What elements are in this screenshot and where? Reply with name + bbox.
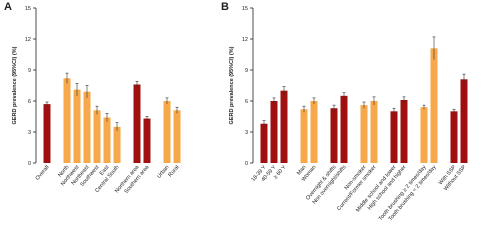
bar xyxy=(63,78,71,163)
bar xyxy=(390,111,398,163)
bar xyxy=(83,91,91,163)
y-tick-label: 9 xyxy=(28,68,31,74)
bar xyxy=(260,123,268,163)
bar xyxy=(370,101,378,163)
x-tick-label: Rural xyxy=(167,164,180,178)
y-tick-label: 3 xyxy=(245,130,248,136)
bar xyxy=(163,101,171,163)
y-tick-label: 6 xyxy=(245,99,248,105)
y-tick-label: 15 xyxy=(242,6,248,12)
bar xyxy=(43,104,51,163)
bar xyxy=(330,108,338,163)
bar xyxy=(103,117,111,163)
y-tick-label: 9 xyxy=(245,68,248,74)
bar xyxy=(113,126,121,163)
panel-label: B xyxy=(221,1,229,13)
x-tick-label: Overall xyxy=(35,164,51,181)
y-tick-label: 6 xyxy=(28,99,31,105)
x-tick-label: East xyxy=(99,164,111,177)
bar xyxy=(73,89,81,163)
y-tick-label: 12 xyxy=(242,37,248,43)
bar xyxy=(420,107,428,163)
y-tick-label: 3 xyxy=(28,130,31,136)
bar xyxy=(270,101,278,163)
y-axis-label: GERD prevalence (95%CI) (%) xyxy=(229,46,235,124)
bar xyxy=(450,111,458,163)
bar xyxy=(93,110,101,163)
panel-label: A xyxy=(4,1,12,13)
x-tick-label: Man xyxy=(296,164,307,176)
y-tick-label: 0 xyxy=(28,161,31,167)
y-tick-label: 0 xyxy=(245,161,248,167)
bar xyxy=(430,48,438,163)
bar xyxy=(340,95,348,163)
bar xyxy=(280,90,288,163)
bar xyxy=(310,101,318,163)
bar xyxy=(133,84,141,163)
bar xyxy=(143,118,151,163)
bar xyxy=(360,105,368,163)
bar xyxy=(460,79,468,163)
bar xyxy=(173,110,181,163)
y-axis-label: GERD prevalence (95%CI) (%) xyxy=(12,46,18,124)
bar xyxy=(300,109,308,163)
bar xyxy=(400,99,408,163)
y-tick-label: 15 xyxy=(25,6,31,12)
y-tick-label: 12 xyxy=(25,37,31,43)
